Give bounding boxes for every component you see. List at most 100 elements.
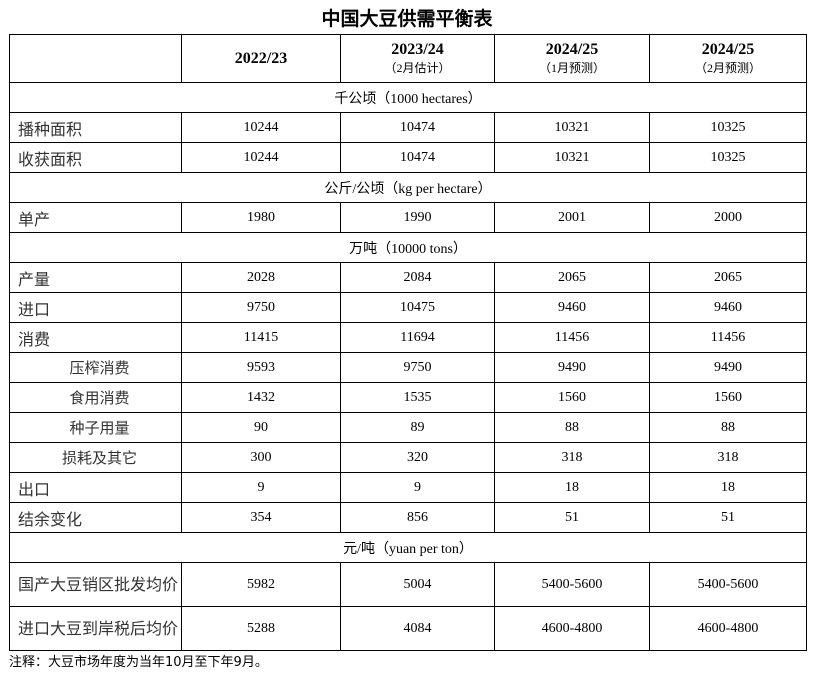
value-cell: 5004	[340, 562, 495, 607]
value-cell: 10244	[181, 112, 341, 143]
column-note: （2月预测）	[694, 60, 761, 75]
value-cell: 10325	[649, 112, 807, 143]
value-cell: 9490	[649, 352, 807, 383]
footnote: 注释：大豆市场年度为当年10月至下年9月。	[9, 655, 268, 670]
value-cell: 2065	[494, 262, 650, 293]
value-cell: 89	[340, 412, 495, 443]
value-cell: 5400-5600	[494, 562, 650, 607]
value-cell: 354	[181, 502, 341, 533]
value-cell: 1980	[181, 202, 341, 233]
row-label: 压榨消费	[9, 352, 182, 383]
page-title: 中国大豆供需平衡表	[321, 8, 493, 30]
value-cell: 90	[181, 412, 341, 443]
row-label: 产量	[9, 262, 182, 293]
row-label: 进口大豆到岸税后均价	[9, 606, 182, 651]
row-label: 播种面积	[9, 112, 182, 143]
value-cell: 4600-4800	[649, 606, 807, 651]
value-cell: 10321	[494, 142, 650, 173]
value-cell: 320	[340, 442, 495, 473]
value-cell: 856	[340, 502, 495, 533]
value-cell: 4084	[340, 606, 495, 651]
value-cell: 11456	[649, 322, 807, 353]
value-cell: 51	[649, 502, 807, 533]
row-label: 单产	[9, 202, 182, 233]
column-header: 2023/24 （2月估计）	[340, 34, 495, 83]
unit-row: 元/吨（yuan per ton）	[9, 532, 807, 563]
row-label: 进口	[9, 292, 182, 323]
table-row: 国产大豆销区批发均价 5982 5004 5400-5600 5400-5600	[9, 562, 807, 607]
value-cell: 11694	[340, 322, 495, 353]
value-cell: 2065	[649, 262, 807, 293]
value-cell: 10321	[494, 112, 650, 143]
unit-label: 万吨（10000 tons）	[9, 232, 807, 263]
value-cell: 318	[649, 442, 807, 473]
table-row: 产量 2028 2084 2065 2065	[9, 262, 807, 293]
value-cell: 1535	[340, 382, 495, 413]
row-label: 国产大豆销区批发均价	[9, 562, 182, 607]
value-cell: 5288	[181, 606, 341, 651]
value-cell: 10474	[340, 112, 495, 143]
row-label: 损耗及其它	[9, 442, 182, 473]
column-header: 2024/25 （2月预测）	[649, 34, 807, 83]
value-cell: 11456	[494, 322, 650, 353]
value-cell: 10475	[340, 292, 495, 323]
value-cell: 9750	[340, 352, 495, 383]
row-label: 出口	[9, 472, 182, 503]
header-row: 2022/23 2023/24 （2月估计） 2024/25 （1月预测） 2024…	[9, 34, 807, 83]
table-row: 进口大豆到岸税后均价 5288 4084 4600-4800 4600-4800	[9, 606, 807, 651]
value-cell: 1560	[649, 382, 807, 413]
value-cell: 10325	[649, 142, 807, 173]
value-cell: 2000	[649, 202, 807, 233]
value-cell: 1432	[181, 382, 341, 413]
table-row: 压榨消费 9593 9750 9490 9490	[9, 352, 807, 383]
supply-demand-table: 2022/23 2023/24 （2月估计） 2024/25 （1月预测） 2024…	[9, 34, 807, 651]
value-cell: 18	[649, 472, 807, 503]
row-label: 结余变化	[9, 502, 182, 533]
value-cell: 9	[340, 472, 495, 503]
value-cell: 9460	[649, 292, 807, 323]
table-row: 种子用量 90 89 88 88	[9, 412, 807, 443]
column-note: （2月估计）	[384, 60, 451, 75]
column-note: （1月预测）	[538, 60, 605, 75]
value-cell: 9593	[181, 352, 341, 383]
value-cell: 2001	[494, 202, 650, 233]
row-label: 消费	[9, 322, 182, 353]
value-cell: 1560	[494, 382, 650, 413]
unit-row: 千公顷（1000 hectares）	[9, 82, 807, 113]
value-cell: 88	[649, 412, 807, 443]
unit-row: 万吨（10000 tons）	[9, 232, 807, 263]
value-cell: 18	[494, 472, 650, 503]
table-row: 结余变化 354 856 51 51	[9, 502, 807, 533]
value-cell: 9490	[494, 352, 650, 383]
column-year: 2023/24	[391, 40, 444, 58]
unit-label: 千公顷（1000 hectares）	[9, 82, 807, 113]
unit-row: 公斤/公顷（kg per hectare）	[9, 172, 807, 203]
value-cell: 2084	[340, 262, 495, 293]
value-cell: 9	[181, 472, 341, 503]
column-year: 2024/25	[701, 40, 755, 58]
table-row: 收获面积 10244 10474 10321 10325	[9, 142, 807, 173]
value-cell: 11415	[181, 322, 341, 353]
value-cell: 300	[181, 442, 341, 473]
value-cell: 88	[494, 412, 650, 443]
column-header: 2022/23	[181, 34, 341, 83]
value-cell: 9460	[494, 292, 650, 323]
value-cell: 10474	[340, 142, 495, 173]
row-label: 收获面积	[9, 142, 182, 173]
column-year: 2024/25	[545, 40, 599, 58]
table-row: 出口 9 9 18 18	[9, 472, 807, 503]
unit-label: 元/吨（yuan per ton）	[9, 532, 807, 563]
value-cell: 10244	[181, 142, 341, 173]
column-header: 2024/25 （1月预测）	[494, 34, 650, 83]
row-label: 种子用量	[9, 412, 182, 443]
value-cell: 2028	[181, 262, 341, 293]
table-row: 消费 11415 11694 11456 11456	[9, 322, 807, 353]
table-row: 进口 9750 10475 9460 9460	[9, 292, 807, 323]
value-cell: 1990	[340, 202, 495, 233]
table-row: 单产 1980 1990 2001 2000	[9, 202, 807, 233]
value-cell: 5400-5600	[649, 562, 807, 607]
row-label: 食用消费	[9, 382, 182, 413]
table-row: 损耗及其它 300 320 318 318	[9, 442, 807, 473]
value-cell: 4600-4800	[494, 606, 650, 651]
column-year: 2022/23	[234, 49, 288, 67]
